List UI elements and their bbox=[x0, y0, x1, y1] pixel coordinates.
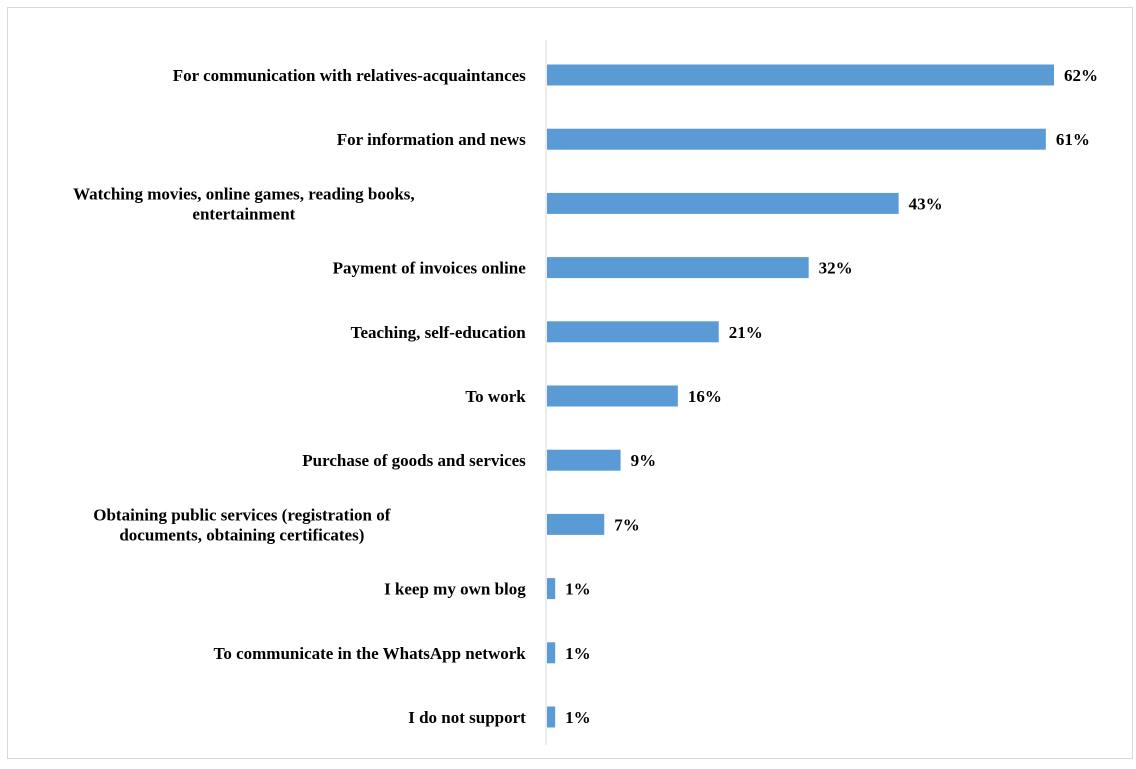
data-label: 9% bbox=[631, 451, 657, 470]
category-label: For communication with relatives-acquain… bbox=[173, 66, 526, 85]
bar bbox=[547, 128, 1046, 150]
category-label: To communicate in the WhatsApp network bbox=[214, 644, 527, 663]
data-label: 61% bbox=[1056, 130, 1090, 149]
bar bbox=[547, 449, 621, 471]
data-label: 1% bbox=[565, 644, 591, 663]
bar bbox=[547, 513, 605, 535]
bar bbox=[547, 257, 809, 279]
data-label: 43% bbox=[909, 194, 943, 213]
bar bbox=[547, 385, 678, 407]
category-label: Obtaining public services (registration … bbox=[93, 505, 391, 544]
data-label: 1% bbox=[565, 580, 591, 599]
bar bbox=[547, 192, 899, 214]
data-label: 62% bbox=[1064, 66, 1098, 85]
bar bbox=[547, 642, 556, 664]
data-label: 1% bbox=[565, 708, 591, 727]
category-label: For information and news bbox=[337, 130, 526, 149]
category-label: I keep my own blog bbox=[384, 580, 526, 599]
data-label: 21% bbox=[729, 323, 763, 342]
bar bbox=[547, 706, 556, 728]
category-label: Payment of invoices online bbox=[333, 259, 527, 278]
category-label: Watching movies, online games, reading b… bbox=[73, 184, 415, 223]
bar bbox=[547, 64, 1054, 86]
category-label: Teaching, self-education bbox=[351, 323, 527, 342]
category-label: Purchase of goods and services bbox=[302, 451, 526, 470]
bar bbox=[547, 578, 556, 600]
category-label: I do not support bbox=[408, 708, 526, 727]
data-label: 7% bbox=[614, 515, 640, 534]
bar bbox=[547, 321, 719, 343]
data-label: 32% bbox=[819, 259, 853, 278]
data-label: 16% bbox=[688, 387, 722, 406]
category-label: To work bbox=[465, 387, 526, 406]
